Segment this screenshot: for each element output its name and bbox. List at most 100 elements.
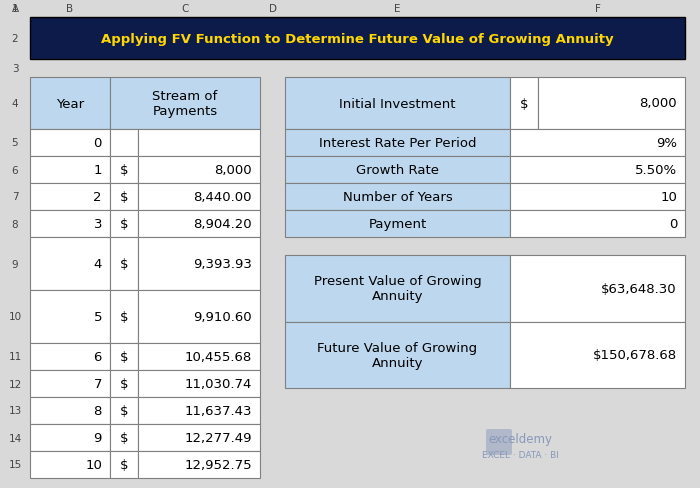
Text: 1: 1 xyxy=(12,4,18,14)
Bar xyxy=(30,130,110,157)
Text: EXCEL · DATA · BI: EXCEL · DATA · BI xyxy=(482,449,559,459)
Text: 7: 7 xyxy=(12,192,18,202)
Bar xyxy=(30,18,685,60)
Text: 14: 14 xyxy=(8,433,22,443)
Text: E: E xyxy=(394,4,400,14)
Text: 9,393.93: 9,393.93 xyxy=(193,258,252,270)
Text: $: $ xyxy=(120,377,128,390)
Bar xyxy=(110,424,138,451)
Text: Number of Years: Number of Years xyxy=(342,191,452,203)
Bar xyxy=(30,343,110,370)
Bar xyxy=(510,183,685,210)
Bar xyxy=(510,322,685,388)
Text: $: $ xyxy=(120,310,128,324)
Text: 3: 3 xyxy=(12,64,18,74)
Text: $: $ xyxy=(519,97,528,110)
Text: 1: 1 xyxy=(94,163,102,177)
Bar xyxy=(285,183,510,210)
Bar xyxy=(110,130,138,157)
Text: Initial Investment: Initial Investment xyxy=(340,97,456,110)
Text: $: $ xyxy=(120,404,128,417)
Text: 8: 8 xyxy=(94,404,102,417)
Text: $: $ xyxy=(120,458,128,471)
Bar xyxy=(138,424,260,451)
Text: 11: 11 xyxy=(8,352,22,362)
Bar xyxy=(110,210,138,238)
Text: 11,030.74: 11,030.74 xyxy=(185,377,252,390)
Text: $: $ xyxy=(120,431,128,444)
Bar xyxy=(110,290,138,343)
Bar xyxy=(30,60,685,478)
Bar xyxy=(138,397,260,424)
Text: 10: 10 xyxy=(85,458,102,471)
Text: 2: 2 xyxy=(94,191,102,203)
Text: $63,648.30: $63,648.30 xyxy=(601,282,677,295)
Bar xyxy=(138,183,260,210)
Text: Payment: Payment xyxy=(368,218,426,230)
Text: $: $ xyxy=(120,163,128,177)
Bar xyxy=(138,210,260,238)
Bar xyxy=(110,397,138,424)
Bar xyxy=(510,256,685,322)
Bar xyxy=(110,183,138,210)
Bar xyxy=(285,157,510,183)
Text: 8,000: 8,000 xyxy=(639,97,677,110)
Bar xyxy=(138,343,260,370)
Text: Year: Year xyxy=(56,97,84,110)
Text: 11,637.43: 11,637.43 xyxy=(185,404,252,417)
Text: 4: 4 xyxy=(12,99,18,109)
FancyBboxPatch shape xyxy=(486,429,512,455)
Bar xyxy=(110,157,138,183)
Text: 8,440.00: 8,440.00 xyxy=(193,191,252,203)
Text: 5.50%: 5.50% xyxy=(635,163,677,177)
Bar xyxy=(138,157,260,183)
Bar xyxy=(510,210,685,238)
Text: 0: 0 xyxy=(94,137,102,150)
Text: B: B xyxy=(66,4,74,14)
Text: $: $ xyxy=(120,350,128,363)
Text: $: $ xyxy=(120,258,128,270)
Text: Present Value of Growing
Annuity: Present Value of Growing Annuity xyxy=(314,275,482,303)
Bar xyxy=(138,130,260,157)
Text: 8,000: 8,000 xyxy=(214,163,252,177)
Text: D: D xyxy=(269,4,276,14)
Bar xyxy=(285,78,510,130)
Text: 2: 2 xyxy=(12,34,18,44)
Text: 6: 6 xyxy=(12,165,18,175)
Bar xyxy=(285,256,510,322)
Text: F: F xyxy=(594,4,601,14)
Bar xyxy=(30,370,110,397)
Text: $: $ xyxy=(120,191,128,203)
Bar xyxy=(285,210,510,238)
Text: A: A xyxy=(11,4,19,14)
Bar xyxy=(110,451,138,478)
Text: 0: 0 xyxy=(668,218,677,230)
Text: Future Value of Growing
Annuity: Future Value of Growing Annuity xyxy=(317,341,477,369)
Bar xyxy=(110,78,260,130)
Bar xyxy=(138,238,260,290)
Bar xyxy=(285,322,510,388)
Text: 12,952.75: 12,952.75 xyxy=(184,458,252,471)
Bar xyxy=(30,451,110,478)
Text: 6: 6 xyxy=(94,350,102,363)
Text: 10: 10 xyxy=(8,312,22,322)
Bar xyxy=(510,78,538,130)
Text: 9: 9 xyxy=(12,259,18,269)
Bar xyxy=(30,183,110,210)
Bar xyxy=(110,238,138,290)
Text: $150,678.68: $150,678.68 xyxy=(593,348,677,362)
Text: 12: 12 xyxy=(8,379,22,389)
Text: 5: 5 xyxy=(94,310,102,324)
Text: 13: 13 xyxy=(8,406,22,416)
Bar xyxy=(30,78,110,130)
Text: 7: 7 xyxy=(94,377,102,390)
Text: 8,904.20: 8,904.20 xyxy=(193,218,252,230)
Bar xyxy=(510,157,685,183)
Bar xyxy=(30,424,110,451)
Text: 12,277.49: 12,277.49 xyxy=(185,431,252,444)
Bar xyxy=(138,290,260,343)
Text: Growth Rate: Growth Rate xyxy=(356,163,439,177)
Bar xyxy=(510,130,685,157)
Text: C: C xyxy=(181,4,189,14)
Text: Applying FV Function to Determine Future Value of Growing Annuity: Applying FV Function to Determine Future… xyxy=(102,32,614,45)
